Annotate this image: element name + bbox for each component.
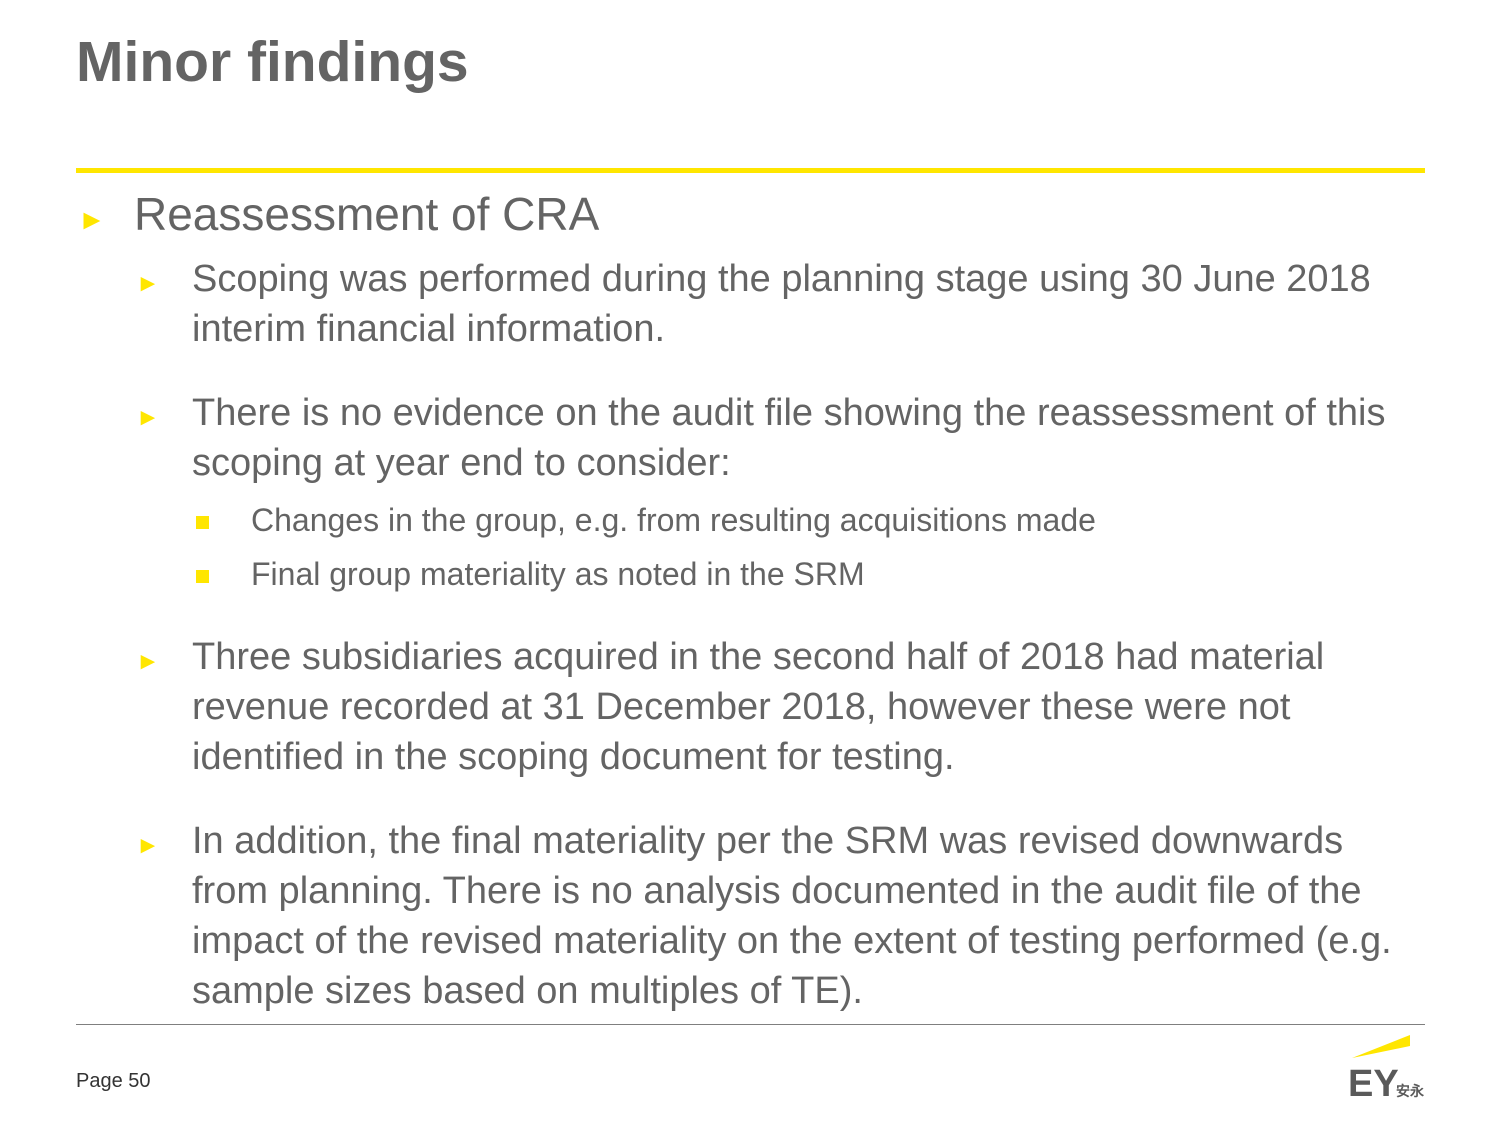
page-title: Minor findings — [76, 30, 469, 94]
page-number: Page 50 — [76, 1070, 151, 1092]
sub-bullet-text: Changes in the group, e.g. from resultin… — [251, 502, 1096, 538]
bullet-arrow-icon: ► — [78, 204, 106, 235]
ey-logo-chinese: 安永 — [1396, 1083, 1425, 1100]
section-heading: Reassessment of CRA — [134, 188, 600, 240]
title-divider — [76, 168, 1425, 173]
bullet-arrow-icon: ► — [136, 404, 160, 431]
footer-divider — [76, 1024, 1425, 1025]
square-bullet-icon — [196, 570, 209, 583]
ey-logo-text: EY — [1348, 1063, 1399, 1102]
bullet-text: There is no evidence on the audit file s… — [192, 392, 1386, 484]
bullet-text: Three subsidiaries acquired in the secon… — [192, 636, 1325, 778]
bullet-text: Scoping was performed during the plannin… — [192, 258, 1371, 350]
sub-bullet-text: Final group materiality as noted in the … — [251, 556, 865, 592]
bullet-arrow-icon: ► — [136, 832, 160, 859]
square-bullet-icon — [196, 516, 209, 529]
ey-logo-graphic: EY 安永 — [1348, 1035, 1425, 1105]
bullet-text: In addition, the final materiality per t… — [192, 820, 1392, 1012]
bullet-arrow-icon: ► — [136, 648, 160, 675]
bullet-arrow-icon: ► — [136, 270, 160, 297]
ey-logo-icon: EY 安永 — [1344, 1030, 1434, 1105]
